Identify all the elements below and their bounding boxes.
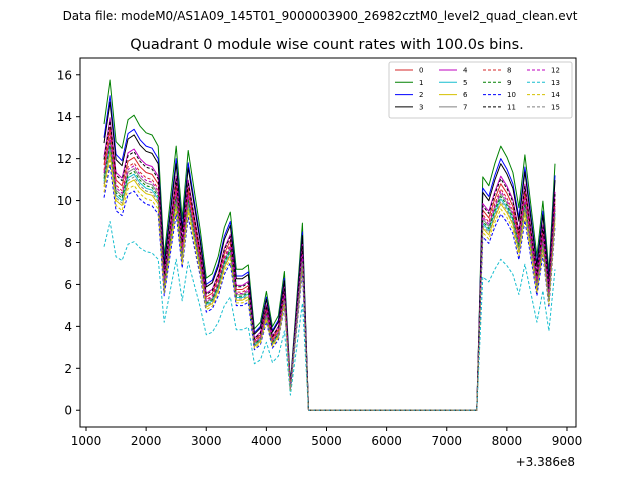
legend-label: 9 [507, 79, 511, 87]
legend-label: 8 [507, 67, 511, 75]
legend-label: 13 [551, 79, 560, 87]
x-tick-label: 1000 [71, 434, 102, 448]
y-tick-label: 6 [64, 278, 72, 292]
y-axis: 0 2 4 6 8 10 12 14 16 [57, 68, 80, 418]
legend-label: 1 [419, 79, 423, 87]
legend-label: 5 [463, 79, 467, 87]
series-line-9 [103, 142, 556, 411]
y-tick-label: 2 [64, 362, 72, 376]
x-tick-label: 4000 [251, 434, 282, 448]
y-tick-label: 10 [57, 194, 72, 208]
legend-label: 0 [419, 67, 423, 75]
y-tick-label: 12 [57, 152, 72, 166]
x-tick-label: 5000 [311, 434, 342, 448]
series-line-14 [103, 158, 556, 411]
legend-label: 15 [551, 103, 560, 111]
x-axis: 1000 2000 3000 4000 5000 6000 7000 8000 9000 [71, 427, 583, 448]
x-tick-label: 9000 [552, 434, 583, 448]
series-line-13 [103, 221, 556, 411]
legend-label: 2 [419, 91, 423, 99]
legend-label: 7 [463, 103, 467, 111]
plot-area: 1000 2000 3000 4000 5000 6000 7000 8000 9000 0 2 4… [57, 57, 583, 469]
legend-label: 11 [507, 103, 516, 111]
legend-label: 14 [551, 91, 560, 99]
y-tick-label: 0 [64, 404, 72, 418]
legend-label: 12 [551, 67, 560, 75]
x-offset-label: +3.386e8 [516, 455, 575, 469]
legend-box [388, 61, 573, 119]
legend-label: 3 [419, 103, 423, 111]
x-tick-label: 7000 [431, 434, 462, 448]
x-tick-label: 3000 [191, 434, 222, 448]
legend-label: 10 [507, 91, 516, 99]
series-line-10 [103, 164, 556, 411]
suptitle: Data file: modeM0/AS1A09_145T01_90000039… [63, 9, 578, 23]
series-lines [103, 79, 556, 411]
chart-title: Quadrant 0 module wise count rates with … [130, 37, 524, 53]
y-tick-label: 16 [57, 68, 72, 82]
y-tick-label: 4 [64, 320, 72, 334]
x-tick-label: 6000 [371, 434, 402, 448]
legend-label: 6 [463, 91, 468, 99]
legend-label: 4 [463, 67, 468, 75]
series-line-15 [103, 148, 556, 411]
y-tick-label: 8 [64, 236, 72, 250]
x-tick-label: 2000 [131, 434, 162, 448]
y-tick-label: 14 [57, 110, 72, 124]
x-tick-label: 8000 [492, 434, 523, 448]
series-line-11 [103, 120, 556, 411]
